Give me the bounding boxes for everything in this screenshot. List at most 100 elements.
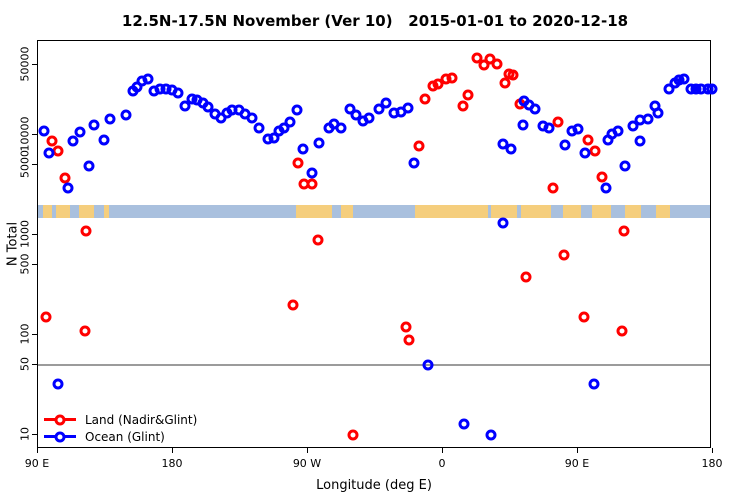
ocean-point (634, 135, 646, 147)
ocean-point (335, 122, 347, 134)
ocean-point (642, 113, 654, 125)
ocean-point (38, 125, 50, 137)
land-point (589, 145, 601, 157)
legend-circle (54, 431, 66, 442)
ocean-point (663, 83, 675, 95)
ocean-point (306, 167, 318, 179)
x-tick (712, 448, 713, 453)
ocean-point (600, 182, 612, 194)
ocean-point (74, 126, 86, 138)
x-tick-label: 180 (161, 457, 183, 470)
ocean-point (543, 122, 555, 134)
legend-label: Land (Nadir&Glint) (85, 412, 198, 427)
land-patch (591, 204, 611, 218)
y-tick-label: 5000 (18, 150, 32, 179)
x-tick-label: 0 (438, 457, 446, 470)
y-tick (32, 264, 37, 266)
x-tick-label: 90 E (564, 457, 590, 470)
land-patch (563, 204, 581, 218)
y-tick (32, 64, 37, 66)
land-point (491, 58, 503, 70)
land-patch (414, 204, 488, 218)
ocean-point (313, 137, 325, 149)
land-patch (491, 204, 517, 218)
ocean-point (246, 112, 258, 124)
ocean-point (278, 122, 290, 134)
ocean-point (43, 147, 55, 159)
ocean-point (172, 87, 184, 99)
x-tick-label: 90 E (24, 457, 50, 470)
land-patch (341, 204, 353, 218)
land-patch (42, 204, 52, 218)
land-point (287, 299, 299, 311)
land-point (618, 225, 630, 237)
ocean-point (179, 100, 191, 112)
ocean-point (619, 160, 631, 172)
land-point (462, 89, 474, 101)
land-point (552, 116, 564, 128)
ocean-point (142, 73, 154, 85)
ocean-point (67, 135, 79, 147)
y-tick (32, 164, 37, 166)
world-map-strip (38, 204, 710, 218)
x-tick-label: 180 (701, 457, 723, 470)
land-patch (296, 204, 332, 218)
x-tick (577, 448, 578, 453)
ocean-point (373, 103, 385, 115)
y-tick (32, 334, 37, 335)
land-patch (656, 204, 670, 218)
land-point (457, 100, 469, 112)
ocean-point (52, 378, 64, 390)
ocean-point (202, 101, 214, 113)
land-point (312, 234, 324, 246)
ocean-point (485, 429, 497, 441)
ocean-point (402, 102, 414, 114)
land-point (499, 77, 511, 89)
ocean-point (297, 143, 309, 155)
land-point (432, 78, 444, 90)
chart-title: 12.5N-17.5N November (Ver 10) 2015-01-01… (121, 12, 629, 30)
land-point (520, 271, 532, 283)
y-tick-label: 10000 (18, 116, 32, 152)
land-point (40, 311, 52, 323)
plot-area (37, 40, 718, 448)
land-point (446, 72, 458, 84)
y-tick-label: 10 (18, 427, 32, 441)
legend-item-ocean: Ocean (Glint) (44, 428, 197, 445)
ocean-point (588, 378, 600, 390)
ocean-point (350, 109, 362, 121)
ocean-point (422, 359, 434, 371)
ocean-point (291, 104, 303, 116)
ocean-point (529, 103, 541, 115)
land-point (347, 429, 359, 441)
x-tick (442, 448, 443, 453)
land-point (306, 178, 318, 190)
reference-line-50 (38, 364, 710, 367)
ocean-point (83, 160, 95, 172)
land-point (292, 157, 304, 169)
ocean-point (706, 83, 718, 95)
land-point (400, 321, 412, 333)
y-tick (32, 134, 37, 135)
ocean-point (284, 116, 296, 128)
legend-label: Ocean (Glint) (85, 429, 165, 444)
land-point (403, 334, 415, 346)
y-tick-label: 50 (18, 357, 32, 372)
land-point (413, 140, 425, 152)
legend: Land (Nadir&Glint) Ocean (Glint) (44, 411, 197, 445)
ocean-point (62, 182, 74, 194)
land-point (578, 311, 590, 323)
ocean-point (559, 139, 571, 151)
land-patch (56, 204, 70, 218)
land-point (596, 171, 608, 183)
land-point (79, 325, 91, 337)
ocean-point (98, 134, 110, 146)
land-patch (104, 204, 109, 218)
land-point (547, 182, 559, 194)
land-patch (521, 204, 551, 218)
land-patch (624, 204, 641, 218)
ocean-point (88, 119, 100, 131)
land-point (558, 249, 570, 261)
x-tick-label: 90 W (292, 457, 322, 470)
